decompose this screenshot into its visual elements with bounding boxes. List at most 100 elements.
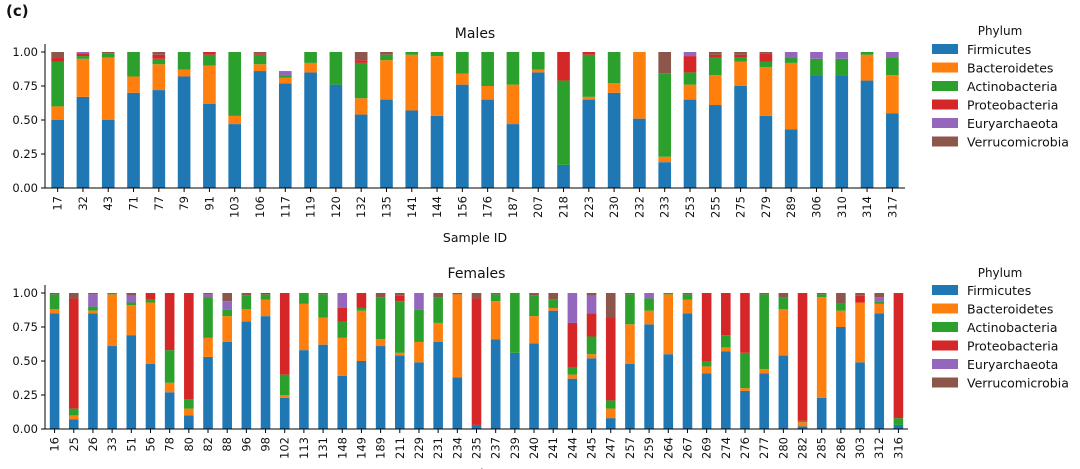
bar-segment-bacteroidetes-231: [433, 322, 443, 342]
legend-title: Phylum: [978, 24, 1023, 38]
legend-swatch-euryarchaeota: [932, 118, 958, 128]
bar-segment-proteobacteria-102: [279, 293, 290, 375]
bar-segment-verrucomicrobia-235: [471, 293, 482, 299]
x-tick-label: 223: [582, 196, 596, 218]
x-tick-label: 187: [506, 196, 520, 218]
bar-segment-bacteroidetes-280: [778, 309, 789, 356]
bar-segment-firmicutes-56: [145, 363, 156, 429]
x-tick-label: 135: [379, 196, 393, 218]
x-tick-label: 16: [48, 437, 62, 452]
bar-segment-bacteroidetes-207: [531, 69, 545, 73]
bar-segment-actinobacteria-237: [490, 294, 501, 302]
x-tick-label: 317: [885, 196, 899, 218]
bar-segment-firmicutes-102: [279, 397, 290, 429]
bar-segment-bacteroidetes-289: [784, 62, 798, 130]
bar-segment-actinobacteria-259: [644, 298, 654, 311]
bar-segment-actinobacteria-176: [481, 52, 494, 86]
bar-segment-bacteroidetes-17: [51, 106, 64, 120]
bar-segment-bacteroidetes-264: [663, 294, 674, 355]
bar-segment-firmicutes-32: [76, 96, 90, 188]
bar-segment-firmicutes-91: [203, 103, 216, 188]
bar-segment-firmicutes-176: [481, 99, 494, 188]
bar-segment-bacteroidetes-275: [734, 61, 747, 86]
bar-segment-firmicutes-71: [127, 92, 140, 188]
bar-segment-actinobacteria-135: [380, 54, 393, 61]
bar-segment-firmicutes-79: [177, 76, 191, 188]
bar-segment-verrucomicrobia-43: [101, 52, 115, 54]
bar-segment-firmicutes-306: [810, 75, 823, 188]
bar-segment-bacteroidetes-144: [430, 56, 444, 116]
x-tick-label: 286: [834, 437, 848, 459]
bar-segment-actinobacteria-102: [279, 374, 290, 395]
bar-segment-firmicutes-317: [886, 113, 899, 188]
bar-segment-verrucomicrobia-96: [241, 293, 252, 296]
bar-segment-firmicutes-237: [490, 339, 501, 429]
bar-segment-firmicutes-312: [874, 313, 885, 429]
chart-males: Males 0.00 0.25 0.50 0.75 1.00 17 32 43 71 77 79 91 1…: [12, 24, 1068, 245]
bar-segment-verrucomicrobia-82: [203, 293, 213, 295]
bar-segment-bacteroidetes-230: [607, 83, 621, 93]
legend-label: Bacteroidetes: [967, 302, 1053, 317]
x-tick-label: 280: [776, 437, 790, 459]
bar-segment-actinobacteria-289: [784, 57, 798, 63]
bar-segment-bacteroidetes-253: [683, 84, 697, 100]
x-tick-label: 82: [201, 437, 215, 452]
bar-segment-verrucomicrobia-312: [874, 293, 885, 298]
bar-segment-actinobacteria-98: [260, 294, 271, 300]
bar-segment-proteobacteria-218: [557, 52, 570, 81]
x-tick-label: 71: [127, 196, 141, 211]
x-tick-label: 26: [86, 437, 100, 452]
x-tick-label: 43: [101, 196, 115, 211]
bar-segment-firmicutes-51: [126, 335, 137, 429]
bar-segment-firmicutes-113: [299, 350, 309, 429]
bar-segment-bacteroidetes-303: [855, 302, 865, 363]
bar-segment-firmicutes-156: [456, 84, 469, 188]
bar-segment-actinobacteria-71: [127, 52, 140, 77]
bar-segment-bacteroidetes-33: [107, 294, 117, 347]
bar-segment-actinobacteria-267: [682, 294, 693, 300]
bar-segment-proteobacteria-98: [260, 293, 271, 295]
bar-segment-bacteroidetes-113: [299, 303, 309, 351]
bar-segment-actinobacteria-78: [164, 350, 175, 383]
bar-segment-bacteroidetes-106: [253, 64, 267, 72]
bar-segment-verrucomicrobia-285: [816, 293, 827, 295]
bar-segment-firmicutes-33: [107, 346, 117, 429]
bar-segment-actinobacteria-43: [101, 53, 115, 58]
bar-segment-firmicutes-135: [380, 99, 393, 188]
bar-segment-bacteroidetes-189: [375, 339, 386, 347]
bar-segment-actinobacteria-16: [49, 294, 60, 310]
bar-segment-verrucomicrobia-286: [836, 293, 846, 304]
bar-segment-actinobacteria-286: [836, 303, 846, 311]
x-tick-label: 119: [304, 196, 318, 218]
legend-swatch-actinobacteria: [932, 81, 958, 91]
legend-swatch-firmicutes: [932, 44, 958, 54]
bar-segment-firmicutes-234: [452, 377, 463, 429]
legend: Phylum Firmicutes Bacteroidetes Actinobacte…: [932, 266, 1069, 391]
bar-segment-bacteroidetes-229: [414, 341, 424, 363]
bar-segment-bacteroidetes-98: [260, 299, 271, 317]
bar-segment-verrucomicrobia-131: [318, 293, 328, 295]
bar-segment-firmicutes-82: [203, 356, 213, 429]
bar-segment-verrucomicrobia-247: [605, 293, 616, 318]
bar-segment-actinobacteria-119: [304, 52, 317, 63]
bar-segment-euryarchaeota-245: [586, 295, 597, 314]
bar-segment-proteobacteria-303: [855, 295, 865, 303]
bar-segment-firmicutes-264: [663, 354, 674, 429]
bar-segment-actinobacteria-277: [759, 294, 769, 370]
bar-segment-bacteroidetes-223: [582, 96, 596, 100]
legend-swatch-actinobacteria: [932, 322, 958, 332]
bar-segment-verrucomicrobia-17: [51, 52, 64, 58]
bar-segment-actinobacteria-269: [701, 361, 712, 367]
bar-segment-proteobacteria-32: [76, 53, 90, 57]
legend-title: Phylum: [978, 266, 1023, 280]
bar-segment-firmicutes-43: [101, 120, 115, 188]
bar-segment-verrucomicrobia-277: [759, 293, 769, 295]
bar-segment-bacteroidetes-51: [126, 305, 137, 336]
legend-label: Firmicutes: [967, 42, 1031, 57]
x-tick-label: 289: [784, 196, 798, 218]
bar-segment-bacteroidetes-247: [605, 408, 616, 419]
bar-segment-firmicutes-148: [337, 375, 348, 429]
bar-segment-verrucomicrobia-233: [658, 52, 672, 74]
bar-segment-verrucomicrobia-106: [253, 52, 267, 54]
bar-segment-proteobacteria-276: [740, 293, 750, 353]
